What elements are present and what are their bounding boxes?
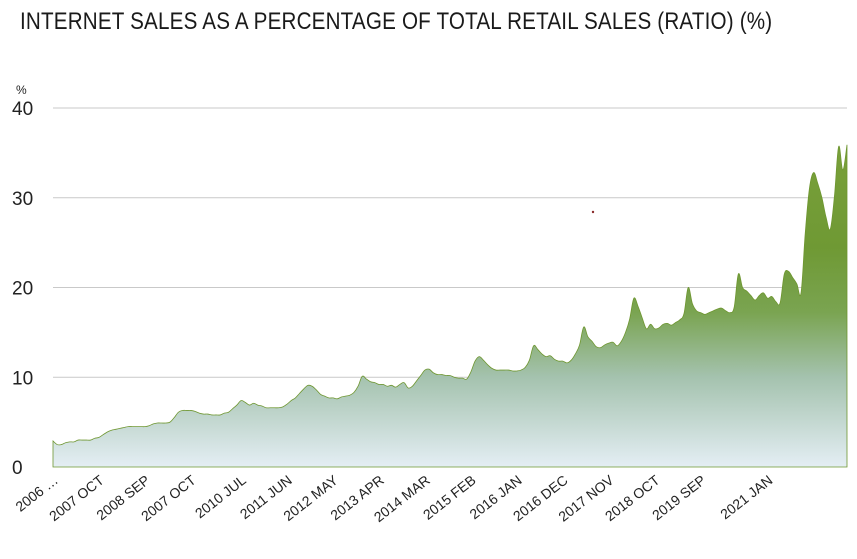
y-tick-label-0: 0 xyxy=(12,458,23,479)
series-area xyxy=(52,144,848,468)
y-tick-label-10: 10 xyxy=(12,368,33,389)
chart-title: INTERNET SALES AS A PERCENTAGE OF TOTAL … xyxy=(20,8,773,35)
y-tick-label-40: 40 xyxy=(12,99,33,120)
x-tick-label: 2021 JAN xyxy=(717,472,775,522)
y-tick-label-20: 20 xyxy=(12,279,33,300)
y-tick-label-30: 30 xyxy=(12,189,33,210)
y-axis-ticks: 0 10 20 30 40 xyxy=(12,99,33,479)
y-axis-unit-label: % xyxy=(16,83,27,97)
series-area-fill xyxy=(52,144,848,468)
stray-marker-dot xyxy=(591,210,595,214)
